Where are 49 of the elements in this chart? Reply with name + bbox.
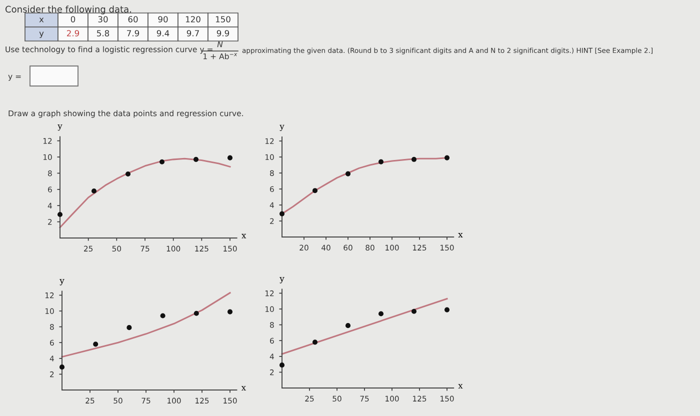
text: y (39, 32, 44, 38)
line-series (59, 158, 231, 228)
text: 150 (216, 16, 230, 22)
x-axis-title: x (242, 234, 246, 238)
x-axis-title: x (241, 386, 246, 390)
point (279, 211, 285, 216)
point (227, 155, 233, 160)
text: 9.4 (156, 30, 170, 36)
point (444, 155, 450, 160)
text: x (39, 18, 44, 22)
y-axis-title: y (280, 277, 284, 284)
point (345, 171, 351, 176)
text: 9.9 (216, 30, 230, 36)
point (345, 323, 351, 328)
text: 30 (98, 16, 108, 22)
line-series (61, 292, 231, 358)
point (125, 171, 131, 177)
point (279, 362, 285, 368)
point (312, 340, 318, 345)
text: 9.7 (186, 30, 199, 36)
point (59, 364, 65, 370)
text: 2.9 (66, 30, 80, 36)
point (159, 159, 165, 164)
text: Consider the following data. (6, 6, 131, 14)
text: 90 (158, 16, 168, 22)
text: 5.8 (97, 30, 110, 36)
point (411, 308, 417, 314)
point (227, 309, 233, 314)
point (444, 307, 450, 312)
point (194, 310, 199, 316)
point (378, 311, 384, 316)
point (57, 212, 63, 218)
y-axis-title: y (60, 279, 64, 286)
point (91, 188, 97, 194)
text: 120 (186, 16, 200, 22)
point (93, 342, 98, 347)
point (193, 156, 199, 162)
point (126, 325, 132, 330)
text: 0 (70, 16, 76, 22)
text: 7.9 (127, 30, 140, 36)
point (160, 313, 166, 318)
point (411, 156, 417, 162)
y-axis-title: y (280, 124, 284, 131)
x-axis-title: x (458, 384, 463, 388)
point (378, 159, 384, 164)
point (312, 188, 318, 194)
text: 60 (128, 16, 138, 22)
x-axis-title: x (458, 233, 463, 238)
y-axis-title: y (58, 124, 62, 131)
